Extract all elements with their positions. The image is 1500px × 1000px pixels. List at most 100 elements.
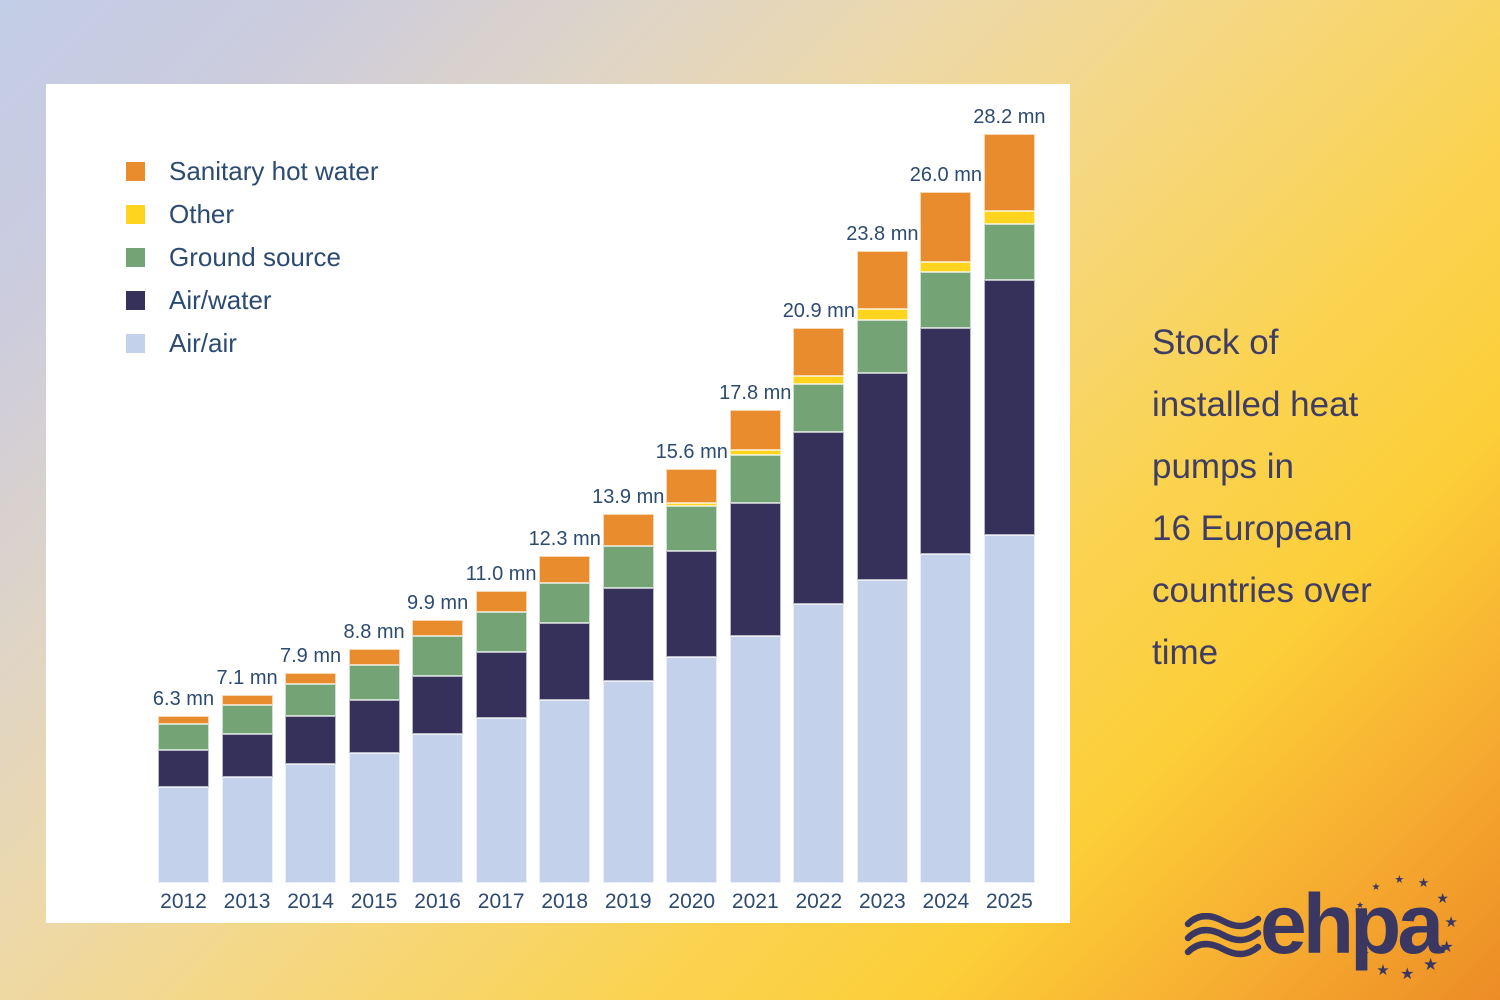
bar-total-label: 20.9 mn bbox=[782, 299, 855, 322]
bar-segment-sanitary bbox=[856, 250, 908, 310]
bar-segment-sanitary bbox=[158, 715, 209, 724]
bar-column-2013: 7.1 mn 2013 bbox=[216, 113, 277, 913]
x-axis-label: 2021 bbox=[731, 890, 779, 913]
x-axis-label: 2017 bbox=[477, 890, 525, 913]
bar-segment-airwater bbox=[539, 622, 591, 700]
bar-stack bbox=[158, 715, 209, 883]
bar-segment-ground bbox=[221, 705, 273, 735]
bar-stack bbox=[729, 410, 781, 883]
x-axis-label: 2023 bbox=[858, 890, 906, 913]
x-axis-label: 2025 bbox=[986, 890, 1033, 913]
bar-segment-ground bbox=[475, 612, 527, 652]
bar-segment-ground bbox=[729, 455, 781, 504]
bar-column-2015: 8.8 mn 2015 bbox=[344, 113, 405, 913]
bar-column-2012: 6.3 mn 2012 bbox=[153, 113, 214, 913]
bar-total-label: 11.0 mn bbox=[465, 562, 537, 585]
bar-total-label: 28.2 mn bbox=[973, 106, 1046, 129]
bar-segment-other bbox=[856, 309, 908, 320]
legend-item-airwater: Air/water bbox=[126, 279, 379, 322]
bar-segment-airwater bbox=[920, 327, 972, 554]
x-axis-label: 2012 bbox=[160, 890, 207, 913]
bar-stack bbox=[983, 134, 1035, 883]
bar-segment-sanitary bbox=[666, 468, 718, 504]
bar-segment-airwater bbox=[348, 699, 400, 753]
bar-stack bbox=[856, 250, 908, 883]
bar-segment-airwater bbox=[158, 750, 209, 788]
legend-label: Other bbox=[169, 199, 235, 229]
ehpa-wordmark: ehpa bbox=[1260, 877, 1444, 971]
bar-segment-airair bbox=[158, 787, 209, 883]
bar-stack bbox=[348, 649, 400, 883]
bar-stack bbox=[412, 620, 464, 883]
bar-stack bbox=[475, 590, 527, 883]
bar-stack bbox=[602, 513, 654, 883]
bar-segment-airair bbox=[793, 604, 845, 883]
bar-segment-sanitary bbox=[729, 410, 781, 451]
bar-segment-ground bbox=[539, 582, 591, 623]
bar-segment-airair bbox=[412, 734, 464, 883]
bar-column-2021: 17.8 mn 2021 bbox=[719, 113, 791, 913]
waves-icon bbox=[1184, 913, 1262, 958]
bar-segment-sanitary bbox=[983, 134, 1035, 212]
legend-item-ground: Ground source bbox=[126, 236, 379, 279]
star-icon: ★ bbox=[1423, 955, 1439, 976]
bar-segment-airwater bbox=[475, 651, 527, 719]
bar-segment-airair bbox=[983, 535, 1035, 883]
bar-segment-sanitary bbox=[221, 694, 273, 706]
bar-column-2024: 26.0 mn 2024 bbox=[910, 113, 982, 913]
bar-segment-sanitary bbox=[793, 327, 845, 376]
x-axis-label: 2020 bbox=[668, 890, 716, 913]
bar-segment-airair bbox=[729, 636, 781, 883]
bar-segment-sanitary bbox=[920, 192, 972, 262]
legend-label: Air/water bbox=[169, 285, 272, 315]
bar-total-label: 7.1 mn bbox=[216, 666, 278, 689]
bar-column-2023: 23.8 mn 2023 bbox=[846, 113, 918, 913]
bar-segment-ground bbox=[285, 683, 337, 716]
x-axis-label: 2014 bbox=[287, 890, 334, 913]
star-icon: ★ bbox=[1439, 936, 1454, 956]
bar-total-label: 13.9 mn bbox=[592, 485, 665, 508]
bar-segment-other bbox=[983, 211, 1035, 225]
star-icon: ★ bbox=[1376, 960, 1390, 979]
bar-segment-airwater bbox=[666, 551, 718, 658]
star-icon: ★ bbox=[1394, 872, 1405, 886]
bar-segment-ground bbox=[158, 723, 209, 751]
bar-column-2019: 13.9 mn 2019 bbox=[592, 113, 664, 913]
bar-segment-sanitary bbox=[285, 673, 337, 684]
bar-column-2014: 7.9 mn 2014 bbox=[280, 113, 341, 913]
bar-stack bbox=[285, 673, 337, 883]
bar-total-label: 7.9 mn bbox=[279, 645, 342, 668]
bar-segment-sanitary bbox=[539, 556, 591, 583]
legend-label: Air/air bbox=[169, 328, 237, 358]
bar-stack bbox=[920, 192, 972, 883]
bar-column-2025: 28.2 mn 2025 bbox=[973, 106, 1045, 913]
bar-segment-ground bbox=[920, 272, 972, 328]
bar-total-label: 9.9 mn bbox=[407, 592, 469, 615]
x-axis-label: 2019 bbox=[604, 890, 652, 913]
bar-segment-sanitary bbox=[602, 513, 654, 546]
bar-total-label: 12.3 mn bbox=[528, 528, 601, 551]
legend-swatch-airair bbox=[126, 334, 145, 353]
legend-label: Ground source bbox=[169, 242, 341, 272]
bar-stack bbox=[666, 468, 718, 883]
bar-segment-airwater bbox=[221, 734, 273, 777]
star-icon: ★ bbox=[1444, 912, 1458, 931]
bar-total-label: 6.3 mn bbox=[152, 687, 215, 710]
bar-segment-airair bbox=[475, 718, 527, 883]
star-icon: ★ bbox=[1371, 881, 1381, 893]
bar-column-2016: 9.9 mn 2016 bbox=[407, 113, 468, 913]
bar-segment-other bbox=[729, 450, 781, 456]
bar-segment-ground bbox=[348, 665, 400, 700]
legend-swatch-airwater bbox=[126, 291, 145, 310]
bar-segment-ground bbox=[983, 224, 1035, 281]
x-axis-label: 2013 bbox=[223, 890, 271, 913]
bar-segment-airwater bbox=[729, 503, 781, 636]
bar-segment-airair bbox=[221, 776, 273, 883]
chart-panel: Sanitary hot water Other Ground source Air/… bbox=[46, 84, 1070, 923]
star-icon: ★ bbox=[1400, 964, 1415, 984]
bar-segment-ground bbox=[412, 636, 464, 676]
bar-segment-ground bbox=[666, 505, 718, 552]
bar-total-label: 23.8 mn bbox=[846, 222, 919, 245]
star-icon: ★ bbox=[1417, 875, 1430, 891]
bar-segment-ground bbox=[793, 383, 845, 432]
